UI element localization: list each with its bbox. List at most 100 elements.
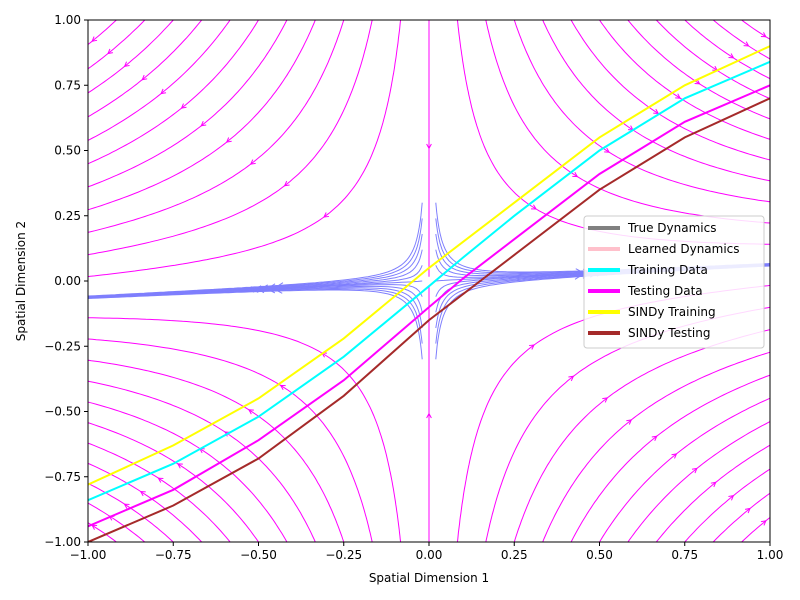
streamline (88, 202, 423, 297)
streamline (88, 317, 402, 542)
series-line (88, 60, 770, 502)
y-tick-label: −0.50 (44, 405, 81, 419)
stream-arrow (651, 435, 658, 442)
x-tick-label: 0.50 (586, 548, 613, 562)
series-line (88, 84, 770, 528)
stream-arrow (426, 412, 432, 419)
streamline (712, 492, 770, 542)
stream-arrow (225, 137, 232, 143)
y-axis: −1.00 −0.75 −0.50 −0.25 0.00 0.25 0.50 0.75 1.00 (44, 13, 88, 549)
stream-arrow (710, 481, 717, 488)
stream-arrow (277, 282, 284, 288)
stream-arrow (269, 283, 276, 290)
stream-arrow (283, 180, 290, 187)
streamline (88, 20, 288, 188)
streamline (570, 374, 770, 542)
x-tick-label: −1.00 (70, 548, 107, 562)
streamline (88, 462, 203, 542)
stream-arrow (247, 409, 254, 415)
streamline (88, 20, 146, 70)
x-tick-label: 0.25 (501, 548, 528, 562)
streamline (599, 20, 770, 140)
stream-arrow (728, 495, 735, 501)
y-tick-label: −0.75 (44, 470, 81, 484)
streamline (88, 359, 345, 542)
y-tick-label: 0.75 (54, 78, 81, 92)
stream-arrow (675, 93, 682, 99)
stream-arrow (671, 453, 678, 459)
stream-arrow (426, 143, 432, 150)
streamline (570, 20, 770, 161)
stream-arrow (528, 344, 535, 350)
x-tick-label: −0.75 (155, 548, 192, 562)
x-axis-title: Spatial Dimension 1 (369, 571, 489, 585)
streamline (741, 516, 770, 542)
stream-arrow (279, 384, 286, 390)
stream-arrow (575, 268, 582, 274)
x-tick-label: −0.25 (325, 548, 362, 562)
streamline (741, 20, 770, 40)
stream-arrow (604, 147, 611, 153)
stream-arrow (568, 375, 575, 382)
y-tick-label: −1.00 (44, 535, 81, 549)
legend-label: SINDy Testing (628, 326, 710, 340)
stream-arrow (160, 88, 167, 95)
streamline (627, 20, 770, 120)
series-layer (88, 45, 770, 542)
legend-label: True Dynamics (627, 221, 716, 235)
stream-arrow (572, 172, 579, 178)
stream-arrow (157, 477, 164, 483)
stream-arrow (139, 490, 146, 497)
y-tick-label: 0.50 (54, 144, 81, 158)
streamline (684, 468, 770, 542)
streamline (655, 20, 770, 100)
stream-arrow (602, 397, 609, 403)
stream-arrow (107, 48, 113, 55)
stream-arrow (249, 159, 256, 165)
stream-arrow (691, 467, 698, 474)
legend-label: Training Data (627, 263, 708, 277)
stream-arrow (200, 120, 207, 127)
x-axis: −1.00 −0.75 −0.50 −0.25 0.00 0.25 0.50 0.75 1.00 (70, 542, 784, 562)
stream-arrow (760, 32, 767, 38)
stream-arrow (760, 520, 767, 526)
stream-arrow (123, 61, 130, 68)
streamline (88, 442, 231, 542)
streamline (88, 422, 259, 542)
streamline (655, 444, 770, 542)
series-line (88, 97, 770, 542)
y-axis-title: Spatial Dimension 2 (14, 221, 28, 341)
stream-arrow (694, 79, 701, 85)
streamline (88, 20, 117, 46)
stream-arrow (323, 212, 330, 218)
stream-arrow (728, 53, 735, 59)
stream-arrow (531, 204, 537, 210)
y-tick-label: 0.25 (54, 209, 81, 223)
streamline (88, 20, 203, 118)
stream-arrow (745, 507, 751, 514)
stream-arrow (176, 463, 183, 469)
streamline (88, 20, 402, 278)
stream-arrow (91, 36, 98, 42)
streamline (88, 20, 345, 233)
stream-arrow (180, 103, 187, 109)
x-tick-label: −0.50 (240, 548, 277, 562)
streamline (88, 522, 117, 542)
y-tick-label: 0.00 (54, 274, 81, 288)
x-tick-label: 0.75 (671, 548, 698, 562)
legend-label: Learned Dynamics (628, 242, 740, 256)
legend-box (583, 215, 765, 349)
streamline (88, 338, 373, 542)
x-tick-label: 1.00 (757, 548, 784, 562)
series-line (88, 45, 770, 486)
streamline (513, 20, 770, 203)
stream-arrow (743, 41, 750, 47)
y-tick-label: −0.25 (44, 339, 81, 353)
streamline (88, 401, 288, 542)
stream-arrow (123, 503, 130, 509)
legend-label: Testing Data (627, 284, 703, 298)
stream-arrow (626, 419, 633, 425)
legend: True Dynamics Learned Dynamics Training Da… (583, 215, 765, 349)
stream-arrow (141, 74, 148, 81)
